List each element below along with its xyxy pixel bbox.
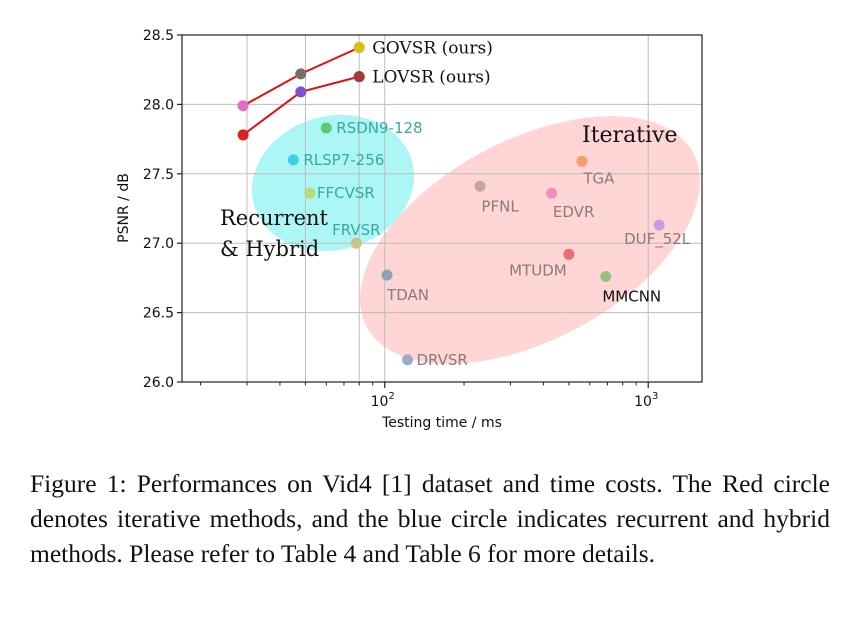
x-axis-label: Testing time / ms [381, 415, 502, 431]
psnr-vs-time-chart: GOVSR (ours) LOVSR (ours) RSDN9-128 RLSP7-2… [116, 28, 703, 431]
point-label: MTUDM [509, 261, 567, 279]
y-tick-label: 27.5 [143, 167, 174, 183]
point-label: TGA [582, 169, 615, 187]
point-marker [563, 248, 575, 260]
y-tick-label: 27.0 [143, 236, 174, 252]
point-label: RLSP7-256 [303, 151, 384, 169]
y-tick-label: 26.5 [143, 306, 174, 322]
curve-marker [295, 86, 307, 98]
data-points [287, 41, 665, 366]
curve-marker [237, 129, 249, 141]
point-label: RSDN9-128 [336, 119, 422, 137]
y-axis-label: PSNR / dB [116, 173, 132, 243]
point-label: LOVSR (ours) [372, 68, 490, 88]
point-marker [600, 271, 612, 283]
region-label-iterative: Iterative [582, 123, 678, 148]
region-label-recurrent: Recurrent [220, 206, 329, 230]
point-marker [576, 155, 588, 167]
point-label: FRVSR [332, 221, 380, 239]
point-label: EDVR [553, 203, 594, 221]
point-label: DRVSR [417, 351, 468, 369]
y-tick-label: 28.5 [143, 28, 174, 44]
recurrent-hybrid-region [251, 114, 415, 252]
point-label: TDAN [386, 286, 429, 304]
curve-marker [237, 100, 249, 112]
point-marker [353, 41, 365, 53]
point-marker [304, 187, 316, 199]
y-axis-ticks: 26.0 26.5 27.0 27.5 28.0 28.5 [143, 28, 182, 391]
point-marker [350, 237, 362, 249]
point-marker [320, 122, 332, 134]
x-tick-label: 103 [634, 391, 658, 410]
point-marker [381, 269, 393, 281]
plot-frame [181, 34, 703, 383]
region-label-hybrid: & Hybrid [220, 237, 319, 261]
x-tick-base: 10 [634, 394, 652, 410]
point-marker [653, 219, 665, 231]
curve-marker [295, 68, 307, 80]
iterative-region [360, 116, 700, 364]
point-marker [546, 187, 558, 199]
x-tick-label: 102 [371, 391, 395, 410]
figure-caption: Figure 1: Performances on Vid4 [1] datas… [30, 469, 830, 568]
point-label: PFNL [481, 197, 519, 215]
x-axis-ticks: 102 103 [200, 382, 658, 410]
y-tick-label: 28.0 [143, 97, 174, 113]
y-tick-label: 26.0 [143, 375, 174, 391]
point-marker [287, 154, 299, 166]
x-tick-exponent: 3 [652, 391, 658, 402]
point-marker [474, 180, 486, 192]
point-label: GOVSR (ours) [372, 38, 493, 58]
point-marker [353, 71, 365, 83]
point-marker [402, 354, 414, 366]
point-label: FFCVSR [317, 184, 375, 202]
point-label: DUF_52L [624, 230, 691, 249]
x-tick-base: 10 [371, 394, 389, 410]
point-label: MMCNN [602, 288, 661, 306]
point-labels: GOVSR (ours) LOVSR (ours) RSDN9-128 RLSP7-2… [303, 38, 690, 368]
x-tick-exponent: 2 [388, 391, 394, 402]
